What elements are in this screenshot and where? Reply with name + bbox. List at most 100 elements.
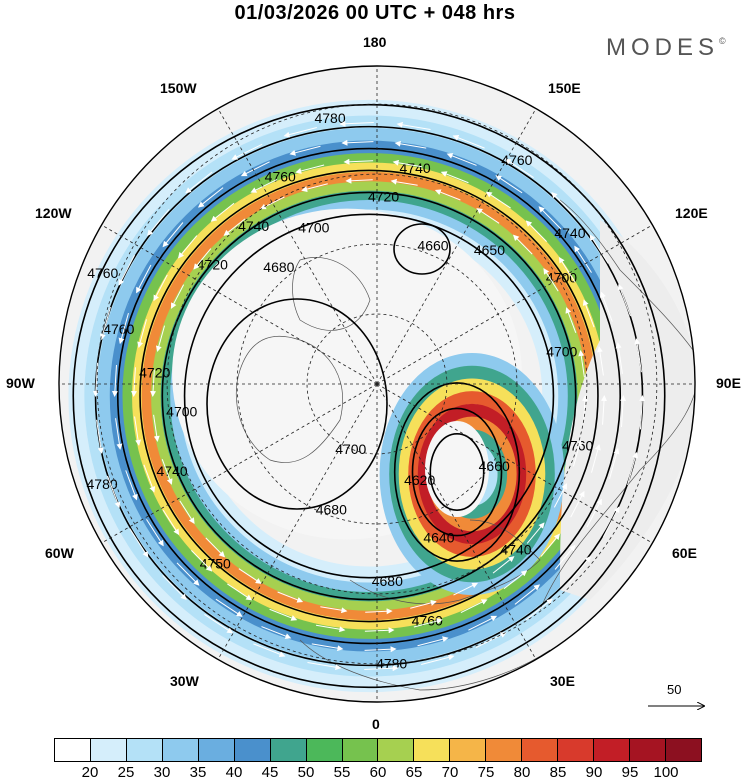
colorbar-swatch [162, 739, 199, 761]
wind-vector-arrow [581, 395, 588, 423]
wind-vector-arrow [421, 654, 455, 665]
latitude-circle [96, 103, 658, 665]
copyright-mark: © [719, 36, 726, 46]
wind-vector-arrow [591, 443, 601, 473]
contour-label: 4740 [554, 225, 585, 241]
wind-vector-arrow [307, 661, 342, 671]
colorbar-swatch [594, 739, 630, 761]
wind-vector-arrow [111, 364, 118, 397]
lon-label-90e: 90E [716, 375, 741, 391]
wind-vector-arrow [155, 325, 166, 353]
wind-vector-arrow [525, 598, 553, 621]
colorbar-tick-label: 60 [369, 764, 387, 781]
meridian-line [376, 224, 653, 385]
wind-vector-arrow [118, 313, 129, 345]
wind-vector-arrow [364, 665, 399, 672]
contour-label: 4780 [376, 655, 407, 671]
contour-label: 4720 [368, 188, 399, 204]
wind-vector-arrow [162, 222, 184, 248]
wind-vector-arrow [162, 509, 180, 536]
wind-vector-arrow [565, 307, 577, 333]
lat-lon-grid [59, 66, 695, 702]
lon-label-30e: 30E [550, 673, 575, 689]
wind-vector-arrow [240, 161, 270, 177]
wind-vector-arrow [210, 202, 235, 222]
colorbar-swatch [198, 739, 235, 761]
wind-vector-arrow [570, 490, 585, 518]
wind-vector-arrow [289, 145, 321, 156]
wind-vector-arrow [295, 164, 325, 174]
latitude-circle [306, 313, 448, 455]
wind-vector-arrow [495, 175, 523, 194]
wind-vector-arrow [364, 627, 395, 634]
wind-vector-arrow [589, 234, 609, 264]
colorbar-swatch [450, 739, 487, 761]
wind-vector-arrow [177, 235, 198, 259]
wind-vector-arrow [504, 158, 534, 179]
wind-vector-arrow [227, 583, 253, 601]
wind-vector-arrow [261, 626, 292, 639]
colorbar-tick-label: 75 [477, 764, 495, 781]
contour-line [393, 382, 521, 562]
wind-vector-arrow [468, 615, 498, 631]
colorbar-tick-label: 35 [189, 764, 207, 781]
colorbar-swatch [486, 739, 523, 761]
lon-label-90w: 90W [6, 375, 35, 391]
colorbar-tick-label: 45 [261, 764, 279, 781]
wind-vector-arrow [600, 291, 613, 322]
wind-vector-arrow [283, 127, 317, 138]
wind-vector-arrow [238, 568, 262, 584]
contour-label: 4620 [404, 472, 435, 488]
wind-vector-arrow [568, 555, 591, 583]
colorbar-tick-label: 70 [441, 764, 459, 781]
lon-label-0: 0 [372, 716, 380, 732]
contour-label: 4740 [400, 160, 431, 176]
wind-vector-arrow [543, 268, 559, 292]
wind-vector-arrow [146, 519, 164, 547]
wind-vector-arrow [453, 582, 479, 596]
lon-label-60w: 60W [45, 545, 74, 561]
wind-vector-arrow [617, 283, 631, 317]
contour-label: 4680 [372, 573, 403, 589]
colorbar-swatch [55, 739, 91, 761]
contour-label: 4700 [546, 343, 577, 359]
wind-vector-arrow [390, 178, 418, 186]
wind-vector-arrow [269, 608, 298, 621]
colorbar-swatch [90, 739, 127, 761]
wind-vector-arrow [96, 419, 104, 454]
wind-vector-arrow [475, 632, 507, 649]
wind-vector-arrow [601, 395, 608, 425]
meridian-line [101, 224, 378, 385]
wind-vector-arrow [341, 139, 374, 146]
meridian-line [217, 383, 378, 660]
lon-label-180: 180 [363, 34, 387, 50]
contour-label: 4740 [500, 542, 531, 558]
wind-vector-arrow [620, 395, 627, 428]
contour-label: 4700 [546, 269, 577, 285]
wind-scale-label: 50 [667, 682, 682, 697]
wind-vector-arrow [365, 608, 393, 615]
coastlines [235, 199, 695, 691]
wind-vector-arrow [204, 613, 234, 634]
wind-vector-arrow [215, 598, 243, 617]
wind-vector-arrow [277, 591, 304, 603]
wind-vector-arrow [315, 624, 346, 633]
contour-line [183, 213, 555, 579]
wind-vector-arrow [205, 537, 226, 558]
wind-vector-arrow [185, 171, 213, 194]
contour-label: 4720 [139, 364, 170, 380]
wind-vector-arrow [434, 189, 461, 201]
wind-vector-arrow [129, 528, 149, 558]
coastline-eurasia [539, 199, 695, 611]
contour-label: 4760 [412, 612, 443, 628]
colorbar-tick-label: 20 [81, 764, 99, 781]
coastline-africa [299, 639, 551, 691]
colorbar-tick-label: 100 [653, 764, 679, 781]
wind-vector-arrow [153, 414, 160, 442]
wind-vector-arrow [572, 439, 583, 467]
wind-vector-arrow [130, 367, 137, 397]
colorbar-swatch [522, 739, 559, 761]
contour-label: 4650 [474, 242, 505, 258]
map-title: 01/03/2026 00 UTC + 048 hrs [234, 2, 516, 24]
